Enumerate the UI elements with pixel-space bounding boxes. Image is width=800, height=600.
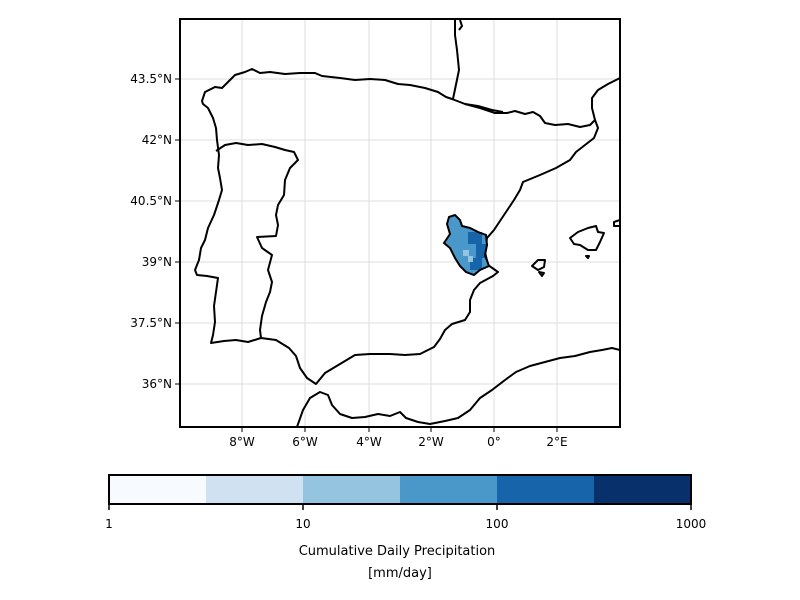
portugal-spain-border	[215, 142, 299, 339]
colorbar-bin	[206, 475, 304, 504]
colorbar: 1 10 100 1000 Cumulative Daily Precipitatio…	[105, 474, 706, 581]
lat-tick-label: 39°N	[142, 255, 172, 269]
colorbar-bin	[497, 475, 595, 504]
france-atlantic-coast-2	[458, 19, 463, 31]
colorbar-bin	[303, 475, 401, 504]
longitude-axis: 8°W 6°W 4°W 2°W 0° 2°E	[229, 427, 568, 449]
lat-tick-label: 42°N	[142, 133, 172, 147]
lat-tick-label: 36°N	[142, 377, 172, 391]
iberia-coastline	[194, 68, 599, 385]
lat-tick-label: 37.5°N	[130, 316, 172, 330]
map-frame	[179, 18, 621, 428]
gridlines	[180, 19, 620, 427]
lon-tick-label: 6°W	[292, 435, 318, 449]
map-panel: 43.5°N 42°N 40.5°N 39°N 37.5°N 36°N 8°W 6°W 4°W…	[130, 18, 621, 449]
ibiza-island	[531, 259, 546, 271]
coastlines	[194, 19, 620, 427]
north-africa-coastline	[296, 347, 620, 427]
lon-tick-label: 8°W	[229, 435, 255, 449]
lon-tick-label: 2°W	[418, 435, 444, 449]
colorbar-tick-label: 100	[486, 517, 509, 531]
colorbar-tick-label: 1	[105, 517, 113, 531]
small-island	[585, 255, 590, 259]
colorbar-ticks: 1 10 100 1000	[105, 504, 706, 531]
colorbar-bin	[400, 475, 498, 504]
precip-cell-mid	[455, 235, 467, 249]
precip-cell-low	[468, 256, 473, 262]
colorbar-bins	[109, 475, 692, 504]
lat-tick-label: 43.5°N	[130, 72, 172, 86]
mallorca-island	[569, 225, 605, 251]
valencia-region-outline	[442, 213, 491, 277]
colorbar-tick-label: 1000	[676, 517, 707, 531]
precip-cell-high	[476, 244, 486, 258]
formentera-island	[538, 271, 545, 277]
colorbar-tick-label: 10	[295, 517, 310, 531]
valencia-region	[442, 213, 491, 277]
lon-tick-label: 2°E	[546, 435, 567, 449]
france-coastline	[591, 77, 620, 121]
latitude-axis: 43.5°N 42°N 40.5°N 39°N 37.5°N 36°N	[130, 72, 180, 391]
france-atlantic-coast	[452, 19, 460, 100]
colorbar-frame	[108, 474, 692, 505]
menorca-island	[613, 219, 620, 227]
colorbar-bin	[109, 475, 207, 504]
colorbar-bin	[594, 475, 692, 504]
lat-tick-label: 40.5°N	[130, 194, 172, 208]
map-background	[180, 19, 620, 427]
lon-tick-label: 0°	[487, 435, 501, 449]
colorbar-label-line1: Cumulative Daily Precipitation	[299, 544, 496, 559]
lon-tick-label: 4°W	[356, 435, 382, 449]
france-spain-border	[464, 103, 504, 113]
precip-cell-high	[468, 232, 482, 244]
precip-cell-low	[463, 250, 469, 256]
colorbar-label-line2: [mm/day]	[368, 566, 432, 581]
